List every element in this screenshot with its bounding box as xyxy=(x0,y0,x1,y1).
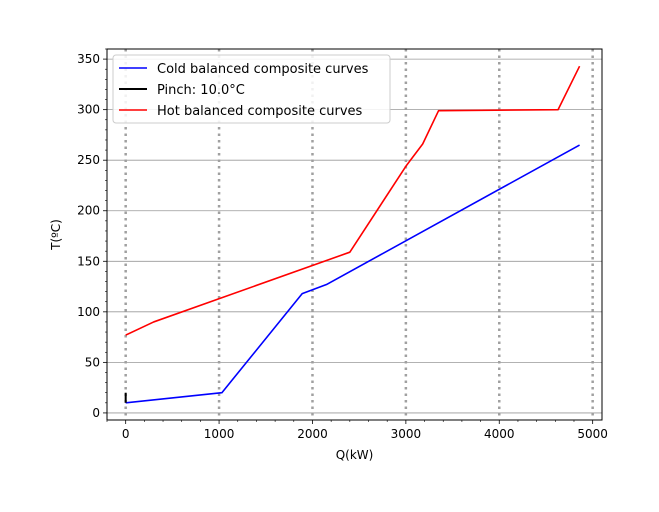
legend-entry-2: Hot balanced composite curves xyxy=(157,104,363,119)
y-tick-label: 350 xyxy=(77,52,100,66)
x-tick-label: 2000 xyxy=(297,427,328,441)
legend-entry-0: Cold balanced composite curves xyxy=(157,62,369,77)
x-tick-label: 1000 xyxy=(204,427,235,441)
y-tick-label: 300 xyxy=(77,103,100,117)
series-line-2 xyxy=(125,65,581,336)
y-axis-label: T(ºC) xyxy=(49,219,63,251)
y-tick-label: 150 xyxy=(77,254,100,268)
series-group xyxy=(124,65,581,404)
axis-ticks: 0 1000 2000 3000 4000 5000 0 50 100 150 200 250 300 3… xyxy=(77,48,608,441)
legend-box xyxy=(112,54,391,124)
y-tick-label: 200 xyxy=(77,204,100,218)
x-tick-label: 4000 xyxy=(484,427,515,441)
plot-frame xyxy=(106,48,603,421)
legend: Cold balanced composite curves Pinch: 10.… xyxy=(112,54,391,124)
y-tick-label: 250 xyxy=(77,153,100,167)
x-tick-label: 3000 xyxy=(391,427,422,441)
x-tick-label: 5000 xyxy=(577,427,608,441)
legend-entry-1: Pinch: 10.0°C xyxy=(157,83,245,98)
y-tick-label: 100 xyxy=(77,305,100,319)
y-tick-label: 0 xyxy=(92,406,100,420)
y-tick-label: 50 xyxy=(85,355,100,369)
x-tick-label: 0 xyxy=(122,427,130,441)
x-axis-label: Q(kW) xyxy=(336,448,374,462)
series-line-0 xyxy=(125,144,580,404)
